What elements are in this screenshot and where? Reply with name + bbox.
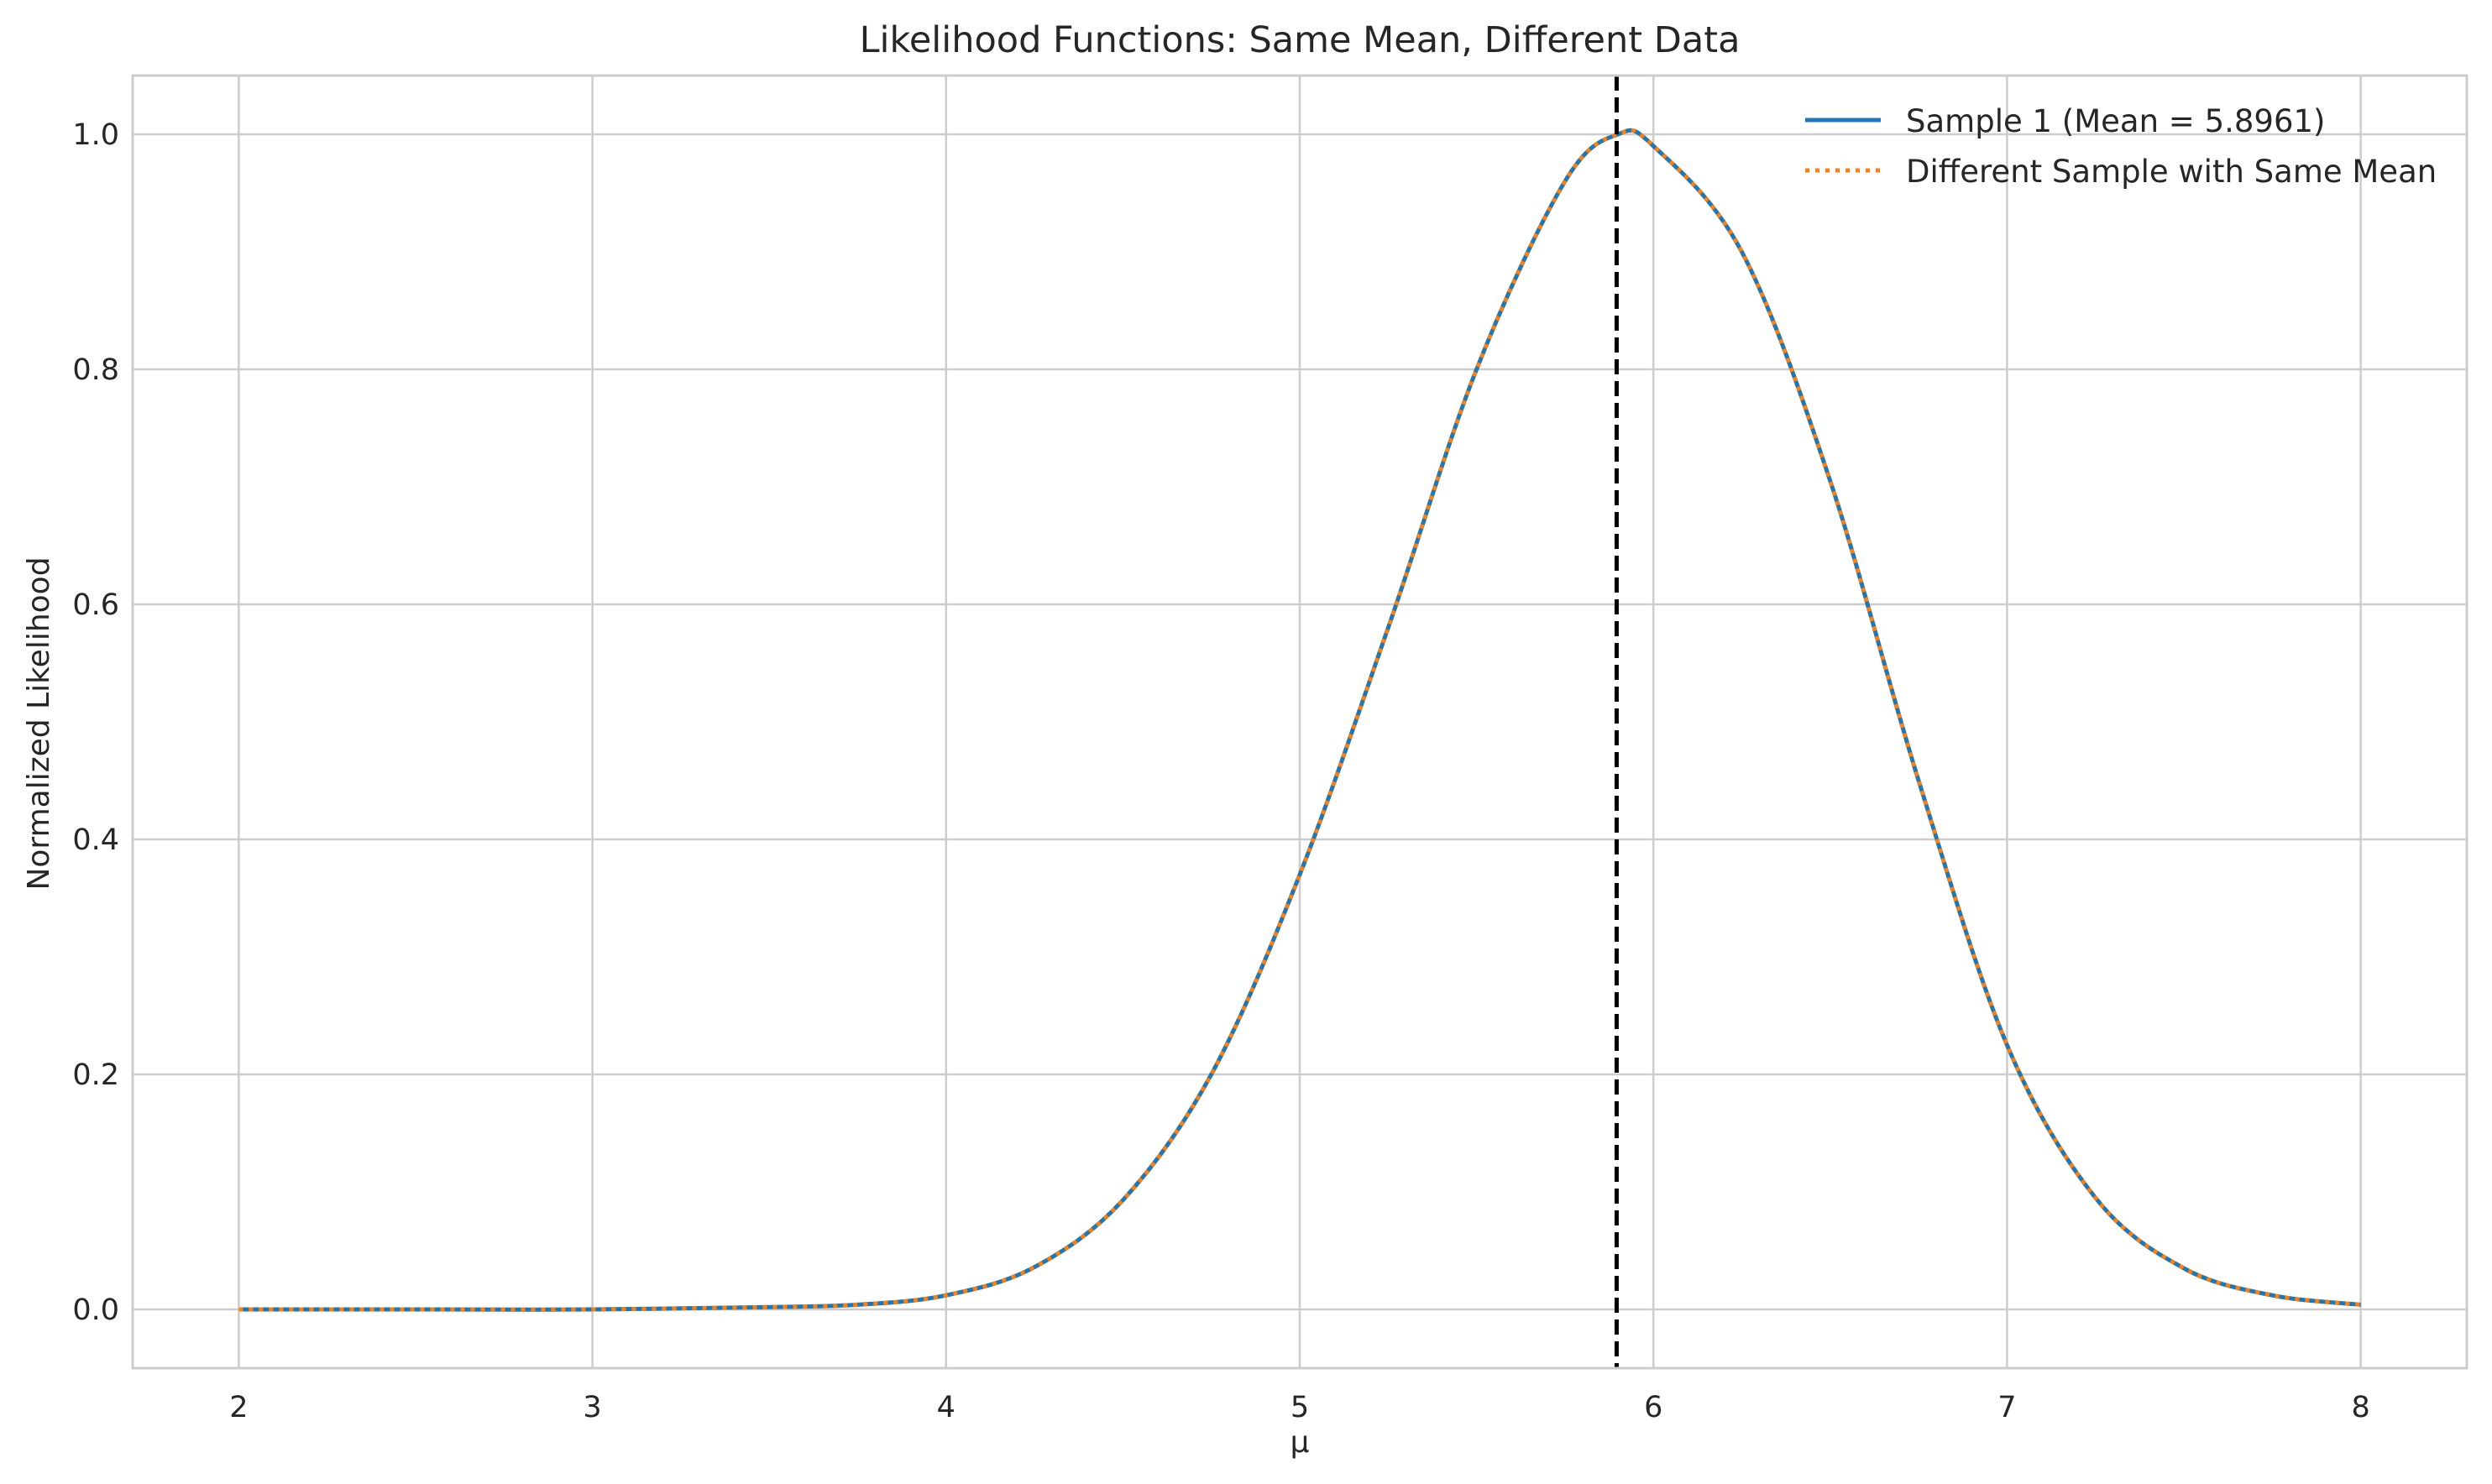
x-tick-label: 7: [1997, 1391, 2016, 1424]
x-tick-label: 8: [2351, 1391, 2369, 1424]
y-tick-label: 1.0: [72, 118, 119, 152]
x-axis-label: μ: [1290, 1425, 1310, 1460]
x-tick-label: 2: [229, 1391, 248, 1424]
legend-label-different-sample: Different Sample with Same Mean: [1906, 154, 2437, 190]
y-tick-label: 0.6: [72, 588, 119, 622]
legend: Sample 1 (Mean = 5.8961) Different Sampl…: [1805, 103, 2437, 190]
series-layer: [238, 128, 2361, 1312]
x-tick-label: 3: [583, 1391, 601, 1424]
y-tick-label: 0.2: [72, 1058, 119, 1092]
series-line-different-sample: [238, 128, 2361, 1312]
chart-title: Likelihood Functions: Same Mean, Differe…: [860, 19, 1741, 61]
plot-frame: [131, 74, 2468, 1370]
x-tick-label: 6: [1644, 1391, 1662, 1424]
x-tick-label: 5: [1290, 1391, 1309, 1424]
y-tick-label: 0.4: [72, 823, 119, 857]
grid: [133, 76, 2467, 1368]
y-axis-label: Normalized Likelihood: [22, 556, 56, 890]
y-tick-label: 0.8: [72, 353, 119, 387]
tick-labels: 2 3 4 5 6 7 8 0.0 0.2 0.4 0.6 0.8 1.0: [72, 118, 2369, 1424]
x-tick-label: 4: [937, 1391, 955, 1424]
legend-label-sample-1: Sample 1 (Mean = 5.8961): [1906, 103, 2325, 139]
y-tick-label: 0.0: [72, 1293, 119, 1327]
